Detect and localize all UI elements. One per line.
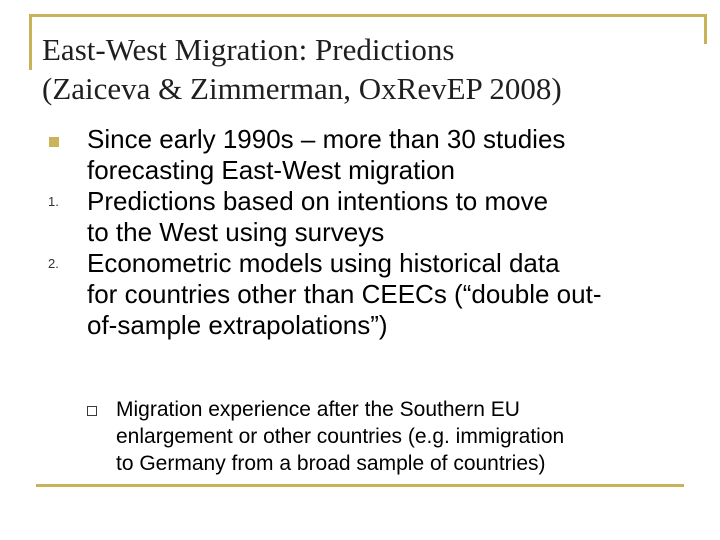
decorative-rule-right <box>704 14 707 44</box>
sub-bullet-item: Migration experience after the Southern … <box>86 396 720 477</box>
hollow-square-bullet-icon <box>87 406 97 416</box>
bullet-number-2: 1. <box>48 194 59 209</box>
bullet-2-line-2: to the West using surveys <box>87 217 385 247</box>
decorative-rule-top <box>29 14 707 17</box>
decorative-rule-left <box>29 14 32 70</box>
bullet-2-line-1: Predictions based on intentions to move <box>87 186 549 216</box>
sub-bullet-line-3: to Germany from a broad sample of countr… <box>116 452 546 475</box>
decorative-rule-bottom <box>36 484 684 487</box>
bullet-item-1: Since early 1990s – more than 30 studies… <box>46 124 686 186</box>
bullet-item-2: 1. Predictions based on intentions to mo… <box>46 186 686 248</box>
bullet-3-line-1: Econometric models using historical data <box>87 248 560 278</box>
bullet-1-line-2: forecasting East-West migration <box>87 155 455 185</box>
bullet-3-line-3: of-sample extrapolations”) <box>87 310 388 340</box>
bullet-3-line-2: for countries other than CEECs (“double … <box>87 279 602 309</box>
bullet-item-3: 2. Econometric models using historical d… <box>46 248 686 341</box>
bullet-number-3: 2. <box>48 256 59 271</box>
slide-title-line-1: East-West Migration: Predictions <box>42 32 455 67</box>
slide-title-line-2: (Zaiceva & Zimmerman, OxRevEP 2008) <box>42 71 562 106</box>
sub-bullet-line-1: Migration experience after the Southern … <box>116 398 520 421</box>
sub-bullet-line-2: enlargement or other countries (e.g. imm… <box>116 425 565 448</box>
bullet-1-line-1: Since early 1990s – more than 30 studies <box>87 124 566 154</box>
square-bullet-icon <box>49 137 59 147</box>
bullet-list: Since early 1990s – more than 30 studies… <box>46 124 686 341</box>
slide-title: East-West Migration: Predictions (Zaicev… <box>42 30 692 108</box>
